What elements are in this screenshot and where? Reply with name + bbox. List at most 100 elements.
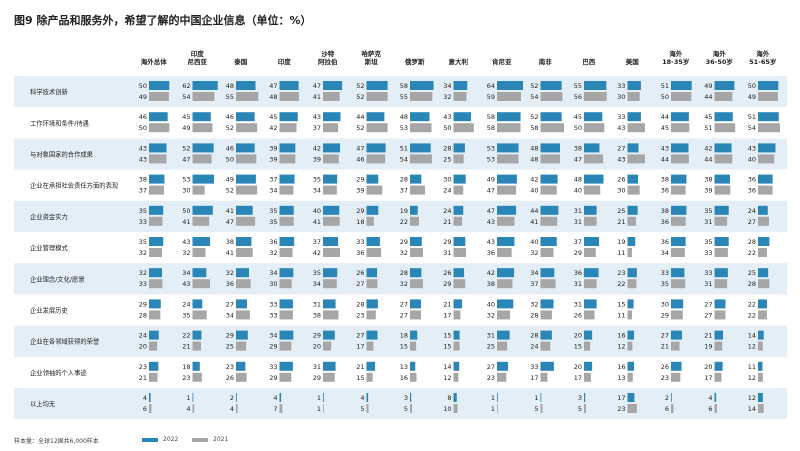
- bar-2021: [540, 279, 556, 289]
- bar-2021: [323, 92, 340, 101]
- value-label-2022: 12: [748, 394, 756, 402]
- value-label-2021: 11: [617, 249, 625, 257]
- value-label-2022: 36: [748, 176, 756, 184]
- value-label-2021: 44: [704, 93, 712, 101]
- value-label-2021: 55: [226, 93, 234, 101]
- value-label-2022: 40: [313, 207, 321, 215]
- bar-2021: [671, 310, 683, 320]
- value-label-2021: 28: [139, 311, 147, 319]
- bar-2022: [236, 237, 252, 246]
- value-label-2022: 32: [226, 269, 234, 277]
- value-label-2022: 51: [400, 144, 408, 152]
- value-label-2021: 42: [313, 249, 321, 257]
- bar-2021: [540, 372, 548, 382]
- value-label-2021: 30: [269, 280, 277, 288]
- bar-2022: [714, 237, 729, 246]
- value-label-2021: 30: [617, 187, 625, 195]
- value-label-2021: 54: [748, 124, 756, 132]
- value-label-2021: 21: [139, 374, 147, 382]
- bar-2022: [627, 143, 639, 153]
- bar-2021: [714, 185, 731, 195]
- bar-2022: [584, 330, 593, 340]
- value-label-2022: 52: [182, 144, 190, 152]
- value-label-2021: 23: [617, 405, 625, 413]
- bar-2022: [323, 393, 324, 402]
- value-label-2022: 50: [139, 82, 147, 90]
- bar-2021: [453, 404, 458, 413]
- bar-2022: [410, 393, 412, 402]
- bar-2022: [627, 330, 634, 340]
- bar-2021: [758, 92, 778, 101]
- value-label-2021: 17: [704, 374, 712, 382]
- bar-2021: [671, 404, 674, 413]
- value-label-2021: 34: [226, 311, 234, 319]
- bar-2021: [410, 310, 421, 320]
- column-header-0: 海外总体: [141, 57, 168, 66]
- value-label-2021: 15: [443, 343, 451, 351]
- bar-2021: [149, 341, 158, 351]
- value-label-2021: 37: [139, 187, 147, 195]
- bar-2021: [671, 248, 685, 257]
- value-label-2022: 31: [574, 207, 582, 215]
- bar-2022: [323, 361, 336, 371]
- value-label-2021: 52: [226, 187, 234, 195]
- value-label-2021: 50: [443, 124, 451, 132]
- value-label-2021: 16: [400, 374, 408, 382]
- value-label-2022: 24: [139, 332, 147, 340]
- sample-size-note: 样本量：全球12国共6,000样本: [14, 438, 99, 445]
- bar-2021: [758, 341, 763, 351]
- value-label-2022: 26: [617, 176, 625, 184]
- value-label-2022: 48: [574, 176, 582, 184]
- bar-2022: [584, 174, 604, 184]
- bar-2021: [497, 154, 519, 164]
- row-band-6: [14, 263, 787, 295]
- value-label-2022: 28: [400, 269, 408, 277]
- bar-2021: [323, 279, 337, 289]
- bar-2021: [410, 185, 426, 195]
- bar-2022: [671, 81, 692, 90]
- bar-2022: [149, 112, 168, 122]
- value-label-2021: 58: [487, 124, 495, 132]
- value-label-2022: 43: [661, 144, 669, 152]
- value-label-2022: 37: [269, 176, 277, 184]
- bar-2022: [236, 143, 255, 153]
- bar-2021: [584, 310, 595, 320]
- value-label-2022: 31: [313, 300, 321, 308]
- bar-2022: [540, 112, 562, 122]
- value-label-2021: 32: [443, 93, 451, 101]
- value-label-2021: 5: [404, 405, 408, 413]
- value-label-2021: 32: [139, 249, 147, 257]
- value-label-2022: 48: [530, 144, 538, 152]
- bar-2022: [410, 330, 418, 340]
- value-label-2021: 47: [574, 155, 582, 163]
- value-label-2021: 53: [400, 124, 408, 132]
- bar-2022: [410, 299, 421, 309]
- bar-2021: [714, 279, 728, 289]
- bar-2022: [584, 112, 603, 122]
- bar-2022: [366, 268, 378, 278]
- legend-label-2021: 2021: [213, 436, 229, 443]
- bar-2022: [714, 174, 730, 184]
- bar-2022: [540, 205, 559, 215]
- bar-2021: [671, 216, 686, 226]
- value-label-2021: 36: [487, 249, 495, 257]
- bar-2022: [279, 299, 293, 309]
- value-label-2022: 28: [356, 300, 364, 308]
- bar-2022: [627, 205, 638, 215]
- value-label-2021: 21: [661, 343, 669, 351]
- value-label-2022: 33: [617, 82, 625, 90]
- bar-2021: [584, 92, 607, 101]
- value-label-2022: 34: [269, 332, 277, 340]
- bar-2022: [758, 268, 769, 278]
- value-label-2022: 58: [487, 113, 495, 121]
- value-label-2021: 43: [182, 280, 190, 288]
- value-label-2022: 44: [661, 113, 669, 121]
- bar-2021: [671, 154, 689, 164]
- bar-2022: [497, 174, 517, 184]
- bar-2022: [410, 81, 434, 90]
- bar-2021: [192, 185, 205, 195]
- value-label-2022: 8: [447, 394, 451, 402]
- bar-2022: [584, 205, 597, 215]
- value-label-2022: 19: [617, 238, 625, 246]
- value-label-2021: 6: [708, 405, 712, 413]
